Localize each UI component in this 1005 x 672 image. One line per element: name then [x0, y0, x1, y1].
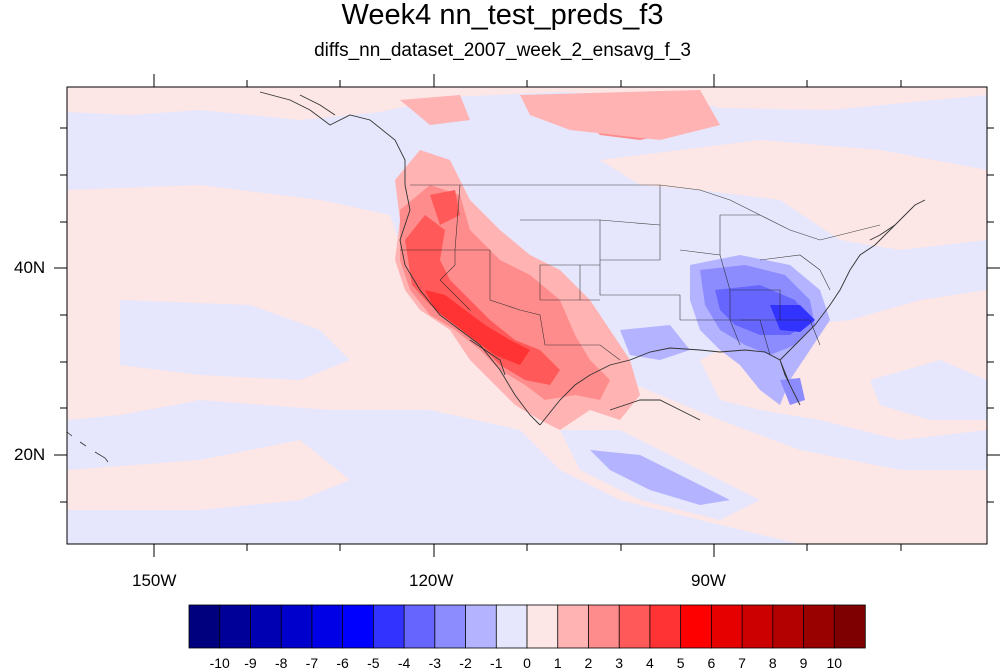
colorbar-tick-label: -6 [336, 655, 349, 671]
colorbar-tick-label: -5 [367, 655, 380, 671]
colorbar-swatch [710, 604, 743, 649]
map-subtitle: diffs_nn_dataset_2007_week_2_ensavg_f_3 [314, 40, 691, 61]
colorbar-swatch [434, 604, 467, 649]
colorbar-swatch [618, 604, 651, 649]
colorbar-swatch [526, 604, 559, 649]
colorbar-swatch [803, 604, 835, 649]
hawaii-islands [67, 431, 109, 463]
colorbar-swatch [465, 604, 497, 649]
colorbar-swatch [495, 604, 528, 649]
colorbar-swatch [588, 604, 620, 649]
colorbar-tick-label: 0 [523, 655, 531, 671]
colorbar-swatch [311, 604, 344, 649]
colorbar-swatch [649, 604, 682, 649]
state-boundaries [400, 184, 881, 361]
colorbar-tick-label: -10 [209, 655, 230, 671]
lat-label-40n: 40N [14, 258, 46, 277]
colorbar-tick-label: -1 [490, 655, 503, 671]
map-title: Week4 nn_test_preds_f3 [341, 0, 664, 31]
colorbar-tick-label: 7 [738, 655, 746, 671]
colorbar-tick-label: -2 [459, 655, 472, 671]
map-plot-area [67, 87, 987, 544]
colorbar-tick-label: 9 [799, 655, 808, 671]
colorbar-tick-label: 10 [826, 655, 843, 671]
colorbar-tick-label: 5 [676, 655, 685, 671]
colorbar-swatch [250, 604, 282, 649]
positive-anomaly-west [395, 90, 720, 430]
lon-label-150w: 150W [132, 571, 177, 590]
colorbar-tick-label: 6 [707, 655, 716, 671]
colorbar-swatch [772, 604, 805, 649]
colorbar-swatch [833, 604, 866, 649]
colorbar-swatch [680, 604, 713, 649]
lon-label-120w: 120W [409, 571, 454, 590]
colorbar-swatch [280, 604, 313, 649]
colorbar-swatch [372, 604, 405, 649]
negative-anomaly-southeast [590, 255, 830, 505]
colorbar-swatch [188, 604, 221, 649]
colorbar-tick-label: 3 [615, 655, 624, 671]
colorbar-tick-label: -4 [397, 655, 411, 671]
lon-label-90w: 90W [691, 571, 726, 590]
lat-label-20n: 20N [14, 445, 46, 464]
colorbar-swatch [741, 604, 774, 649]
colorbar-tick-label: 4 [646, 655, 654, 671]
colorbar-swatch [342, 604, 375, 649]
axis-ticks [54, 74, 1000, 557]
colorbar-swatch [557, 604, 590, 649]
colorbar-tick-label: 8 [768, 655, 777, 671]
colorbar-tick-label: -7 [305, 655, 319, 671]
colorbar-swatch [219, 604, 252, 649]
colorbar-swatch [403, 604, 436, 649]
colorbar-tick-label: 1 [553, 655, 562, 671]
colorbar-tick-label: 2 [584, 655, 593, 671]
colorbar-tick-label: -3 [428, 655, 442, 671]
coastlines [259, 91, 926, 426]
colorbar-tick-label: -9 [244, 655, 257, 671]
colorbar-tick-label: -8 [274, 655, 288, 671]
colorbar [188, 604, 866, 649]
